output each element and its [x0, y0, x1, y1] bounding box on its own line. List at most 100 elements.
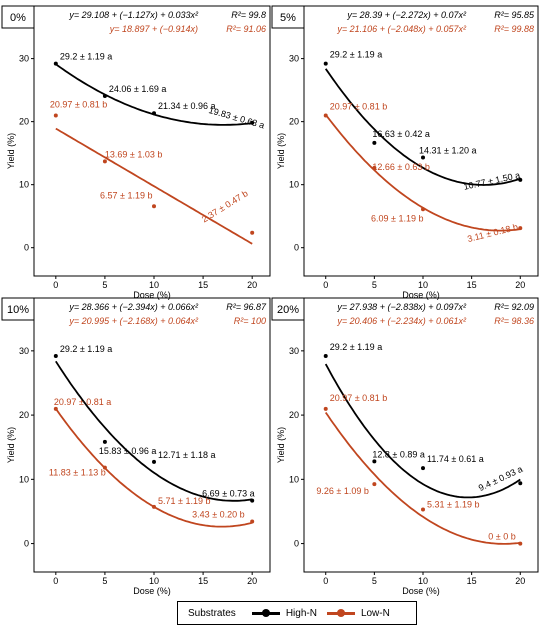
panel-4-xtick-label: 5	[372, 576, 377, 586]
panel-2-xtick-label: 15	[467, 280, 477, 290]
panel-2-label-box	[271, 5, 305, 29]
panel-3-r2-low: R²= 100	[234, 316, 266, 326]
panel-4-high-n-data-label: 12.8 ± 0.89 a	[372, 449, 424, 459]
panel-1-r2-low: R²= 91.06	[226, 24, 266, 34]
panel-4-low-n-point	[518, 541, 523, 546]
panel-3-xtick-label: 20	[247, 576, 257, 586]
panel-3-ytick-label: 0	[24, 539, 29, 549]
panel-2-high-n-point	[372, 140, 377, 145]
panel-4-ytick-label: 30	[289, 346, 299, 356]
panel-2-ytick-label: 30	[289, 54, 299, 64]
panel-3-high-n-point	[152, 459, 156, 464]
panel-1-low-n-data-label: 6.57 ± 1.19 b	[100, 190, 152, 200]
panel-4-high-n-point	[421, 466, 425, 471]
panel-1-low-n-data-label: 2.37 ± 0.47 b	[200, 188, 250, 224]
panel-2-high-n-data-label: 16.63 ± 0.42 a	[372, 129, 430, 139]
panel-4-xlabel: Dose (%)	[402, 586, 440, 596]
panel-4-fit-high-n	[324, 363, 521, 499]
panel-1-low-n-point	[152, 204, 156, 209]
panel-4-ytick-label: 20	[289, 410, 299, 420]
panel-4-low-n-data-label: 20.97 ± 0.81 b	[330, 393, 388, 403]
panel-1-high-n-data-label: 24.06 ± 1.69 a	[109, 84, 167, 94]
panel-2-r2-low: R²= 99.88	[494, 24, 534, 34]
legend-low-n-swatch	[326, 609, 355, 617]
panel-2-eq-low: y= 21.106 + (−2.048x) + 0.057x²	[336, 24, 467, 34]
panel-2-r2-high: R²= 95.85	[494, 10, 535, 20]
panel-4-eq-high: y= 27.938 + (−2.838x) + 0.097x²	[336, 302, 467, 312]
panel-4-low-n-data-label: 5.31 ± 1.19 b	[427, 499, 479, 509]
panel-4-eq-low: y= 20.406 + (−2.234x) + 0.061x²	[336, 316, 467, 326]
panel-4-high-n-data-label: 29.2 ± 1.19 a	[330, 342, 382, 352]
panel-2-ytick-label: 20	[289, 117, 299, 127]
panel-4-label-box	[271, 297, 305, 321]
panel-1-high-n-point	[250, 120, 255, 125]
panel-3-eq-high: y= 28.366 + (−2.394x) + 0.066x²	[68, 302, 199, 312]
panel-4-fit-low-n	[324, 411, 521, 545]
panel-3-low-n-point	[152, 504, 156, 509]
panel-3-xtick-label: 5	[102, 576, 107, 586]
panel-3-high-n-data-label: 6.69 ± 0.73 a	[202, 489, 254, 499]
panel-3-ytick-label: 20	[19, 410, 29, 420]
panel-1-label-box	[1, 5, 35, 29]
panel-3-fit-high-n	[55, 360, 253, 502]
panel-2-low-n-data-label: 3.11 ± 0.18 b	[466, 222, 519, 244]
panel-3-eq-low: y= 20.995 + (−2.168x) + 0.064x²	[68, 316, 199, 326]
panel-3-frame	[33, 297, 271, 573]
panel-1-ytick-label: 0	[24, 243, 29, 253]
panel-2-label: 5%	[280, 12, 296, 24]
panel-1-high-n-point	[53, 61, 58, 66]
legend-low-n-label: Low-N	[360, 607, 390, 619]
panel-3-ytick-label: 30	[19, 346, 29, 356]
panel-3-r2-high: R²= 96.87	[226, 302, 267, 312]
panel-2-xtick-label: 5	[372, 280, 377, 290]
panel-4-xtick-label: 0	[323, 576, 328, 586]
panel-3-high-n-data-label: 15.83 ± 0.96 a	[99, 446, 157, 456]
panel-4-xtick-label: 15	[467, 576, 477, 586]
panel-3-high-n-point	[102, 439, 107, 444]
panel-4-low-n-point	[372, 482, 377, 487]
panel-1-ytick-label: 20	[19, 117, 29, 127]
panel-1-ylabel: Yield (%)	[6, 133, 16, 169]
panel-2-low-n-data-label: 20.97 ± 0.81 b	[330, 102, 388, 112]
figure: 0% y= 29.108 + (−1.127x) + 0.033x² R²= 99.…	[1, 5, 539, 596]
panel-3-high-n-data-label: 29.2 ± 1.19 a	[60, 344, 112, 354]
panel-1-eq-low: y= 18.897 + (−0.914x)	[109, 24, 198, 34]
panel-4-low-n-point	[323, 406, 328, 411]
panel-2-ylabel: Yield (%)	[276, 133, 286, 169]
panel-1-frame	[33, 5, 271, 277]
panel-3-low-n-data-label: 5.71 ± 1.19 b	[158, 496, 210, 506]
panel-3-high-n-data-label: 12.71 ± 1.18 a	[158, 450, 216, 460]
panel-4-ytick-label: 10	[289, 474, 299, 484]
panel-1-high-n-data-label: 21.34 ± 0.96 a	[158, 101, 216, 111]
panel-3-low-n-point	[102, 465, 107, 470]
panel-1-r2-high: R²= 99.8	[231, 10, 266, 20]
panel-2-xtick-label: 20	[515, 280, 525, 290]
legend-item-low-n: Low-N	[326, 607, 390, 619]
panel-1-xtick-label: 15	[198, 280, 208, 290]
panel-2-ytick-label: 0	[294, 243, 299, 253]
panel-1-low-n-point	[250, 230, 255, 235]
panel-4-r2-high: R²= 92.09	[494, 302, 534, 312]
panel-1-ytick-label: 30	[19, 54, 29, 64]
panel-2-low-n-data-label: 6.09 ± 1.19 b	[371, 213, 423, 223]
panel-1-eq-high: y= 29.108 + (−1.127x) + 0.033x²	[68, 10, 199, 20]
panel-4-high-n-data-label: 9.4 ± 0.93 a	[477, 464, 524, 493]
panel-3-label: 10%	[7, 304, 29, 316]
legend-high-n-swatch	[251, 609, 280, 617]
panel-2-low-n-data-label: 12.66 ± 0.63 b	[372, 162, 430, 172]
panel-3-low-n-data-label: 20.97 ± 0.81 a	[54, 397, 111, 407]
panel-2-eq-high: y= 28.39 + (−2.272x) + 0.07x²	[346, 10, 467, 20]
panel-3-label-box	[1, 297, 35, 321]
panel-3-high-n-point	[250, 498, 255, 503]
panel-2-high-n-point	[323, 61, 328, 66]
panel-1-ytick-label: 10	[19, 180, 29, 190]
panel-1-high-n-data-label: 19.83 ± 0.63 a	[208, 105, 266, 130]
panel-2-xtick-label: 10	[418, 280, 428, 290]
panel-2-ytick-label: 10	[289, 180, 299, 190]
panel-4-ylabel: Yield (%)	[276, 427, 286, 463]
panel-4-low-n-point	[421, 507, 425, 512]
panel-2-low-n-point	[372, 165, 377, 170]
panel-4-high-n-point	[323, 353, 328, 358]
panel-1-xlabel: Dose (%)	[133, 290, 171, 300]
panel-2-low-n-point	[323, 113, 328, 118]
